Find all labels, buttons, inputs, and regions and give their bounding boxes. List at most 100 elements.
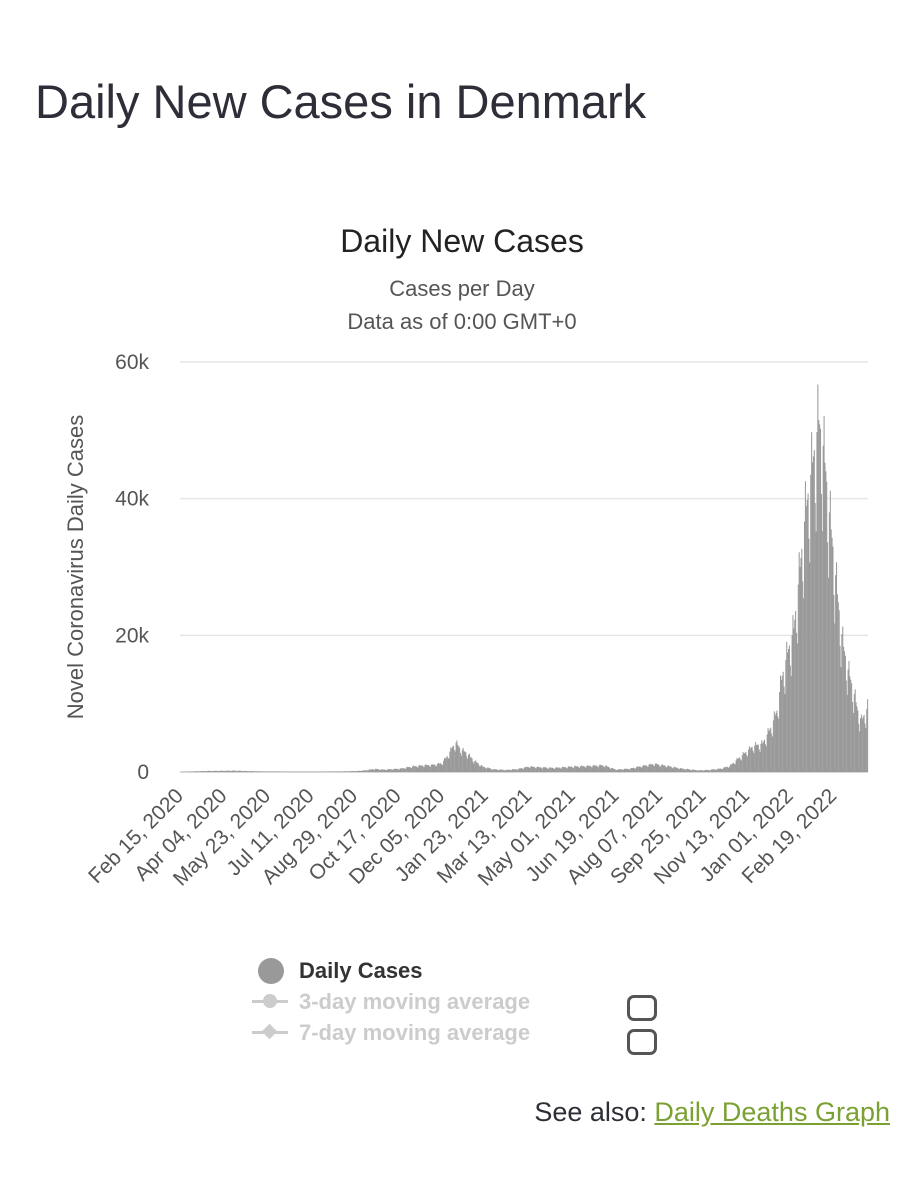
bar bbox=[504, 770, 506, 772]
bar bbox=[690, 769, 692, 772]
bar bbox=[518, 768, 520, 772]
bar bbox=[366, 770, 368, 772]
bar bbox=[579, 767, 581, 772]
bar bbox=[732, 762, 734, 772]
bar bbox=[782, 671, 784, 772]
bar bbox=[784, 694, 786, 772]
bar bbox=[684, 769, 686, 772]
bar bbox=[486, 767, 488, 772]
legend-item-daily-cases[interactable]: Daily Cases bbox=[252, 955, 530, 986]
legend-label: Daily Cases bbox=[299, 957, 423, 983]
bar bbox=[230, 771, 232, 772]
bar bbox=[751, 746, 753, 772]
bar bbox=[815, 531, 817, 772]
bar bbox=[677, 768, 679, 772]
bar bbox=[548, 767, 550, 772]
bar bbox=[708, 769, 710, 772]
bar bbox=[793, 628, 795, 772]
bar bbox=[865, 728, 867, 772]
bar bbox=[412, 765, 414, 772]
bar bbox=[639, 766, 641, 772]
bar bbox=[536, 767, 538, 772]
daily-deaths-graph-link[interactable]: Daily Deaths Graph bbox=[654, 1097, 890, 1127]
bar bbox=[787, 652, 789, 772]
bar bbox=[605, 765, 607, 772]
bar bbox=[663, 765, 665, 772]
bar bbox=[792, 615, 794, 772]
legend-item-3-day-average[interactable]: 3-day moving average bbox=[252, 986, 530, 1017]
bar bbox=[806, 499, 808, 772]
bar bbox=[600, 765, 602, 772]
bar bbox=[471, 758, 473, 772]
bar bbox=[765, 746, 767, 772]
7-day-average-checkbox[interactable] bbox=[627, 1029, 657, 1055]
bar bbox=[348, 771, 350, 772]
bar bbox=[205, 771, 207, 772]
bar bbox=[604, 767, 606, 772]
bar bbox=[382, 769, 384, 772]
bar bbox=[549, 767, 551, 772]
bar bbox=[832, 546, 834, 772]
bar bbox=[207, 770, 209, 772]
bar bbox=[561, 767, 563, 772]
bar bbox=[628, 769, 630, 772]
bar bbox=[802, 581, 804, 772]
bar bbox=[398, 769, 400, 772]
bar bbox=[444, 758, 446, 772]
bar bbox=[726, 766, 728, 772]
bar bbox=[748, 746, 750, 772]
bar bbox=[608, 767, 610, 772]
bar bbox=[668, 765, 670, 772]
bar bbox=[664, 765, 666, 772]
bar bbox=[794, 619, 796, 772]
bar bbox=[237, 770, 239, 772]
bar bbox=[642, 765, 644, 772]
bar bbox=[848, 661, 850, 772]
bar bbox=[466, 756, 468, 772]
bar bbox=[578, 767, 580, 772]
bar bbox=[700, 770, 702, 772]
bar bbox=[555, 767, 557, 772]
bar bbox=[406, 766, 408, 772]
bar bbox=[244, 770, 246, 772]
bar bbox=[196, 771, 198, 772]
bar bbox=[652, 765, 654, 772]
legend-item-7-day-average[interactable]: 7-day moving average bbox=[252, 1017, 530, 1048]
bar bbox=[440, 763, 442, 772]
y-axis-ticks: 0 20k 40k 60k bbox=[115, 351, 149, 784]
bar bbox=[370, 769, 372, 772]
bar bbox=[756, 745, 758, 772]
bar bbox=[539, 767, 541, 772]
bar bbox=[820, 428, 822, 773]
see-also-prefix: See also: bbox=[534, 1097, 655, 1127]
bar bbox=[780, 675, 782, 772]
bar bbox=[469, 756, 471, 773]
bar bbox=[374, 768, 376, 772]
bar bbox=[823, 416, 825, 772]
bar bbox=[500, 769, 502, 772]
bar bbox=[455, 742, 457, 772]
bar bbox=[477, 763, 479, 772]
bar bbox=[523, 768, 525, 772]
bar bbox=[384, 769, 386, 772]
bar bbox=[519, 768, 521, 772]
bar bbox=[757, 744, 759, 772]
bar bbox=[463, 751, 465, 772]
bar bbox=[357, 770, 359, 772]
bar bbox=[619, 769, 621, 772]
bar bbox=[239, 770, 241, 772]
bar bbox=[661, 764, 663, 772]
bar bbox=[502, 769, 504, 772]
bar bbox=[862, 716, 864, 772]
bar bbox=[503, 770, 505, 772]
bar bbox=[827, 542, 829, 772]
3-day-average-checkbox[interactable] bbox=[627, 995, 657, 1021]
bar bbox=[233, 770, 235, 772]
bar bbox=[474, 761, 476, 772]
bar bbox=[834, 623, 836, 772]
bar bbox=[511, 769, 513, 772]
bar bbox=[622, 769, 624, 772]
bar bbox=[680, 767, 682, 772]
bar bbox=[581, 766, 583, 772]
bar bbox=[542, 767, 544, 772]
